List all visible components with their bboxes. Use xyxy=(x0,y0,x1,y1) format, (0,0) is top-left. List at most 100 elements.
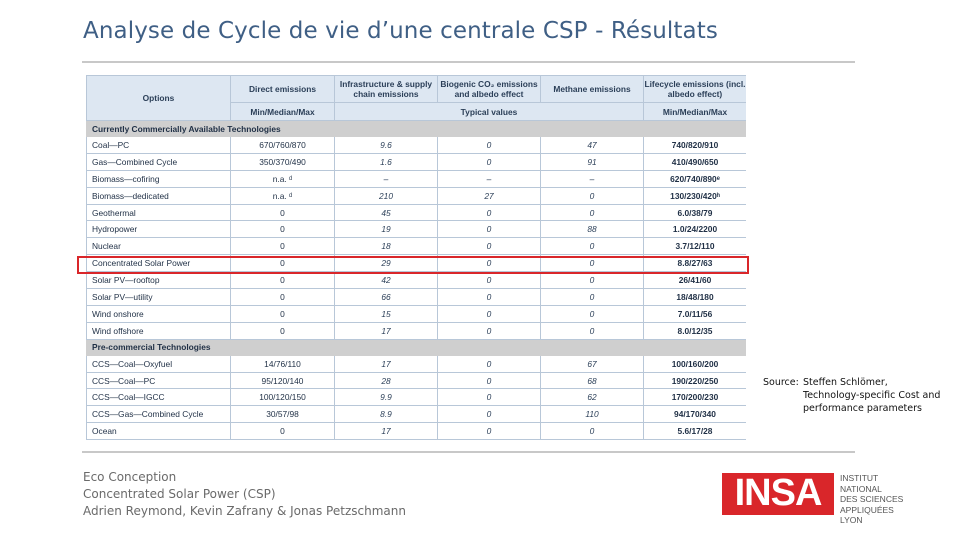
table-cell: 0 xyxy=(230,203,335,222)
table-cell: – xyxy=(540,169,644,188)
table-row: CCS—Coal—PC 95/120/140 28 0 68 190/220/250 xyxy=(86,371,746,390)
logo-mark xyxy=(722,473,834,515)
section-title: Currently Commercially Available Technol… xyxy=(86,120,746,137)
header-methane: Methane emissions xyxy=(540,75,644,103)
table-row: Solar PV—utility 0 66 0 0 18/48/180 xyxy=(86,288,746,306)
table-cell: 0 xyxy=(437,371,541,390)
header-direct: Direct emissions xyxy=(230,75,335,103)
table-cell: 0 xyxy=(540,237,644,256)
table-cell: 0 xyxy=(437,220,541,239)
table-cell: 0 xyxy=(437,288,541,306)
table-row: Wind onshore 0 15 0 0 7.0/11/56 xyxy=(86,304,746,323)
table-cell: 0 xyxy=(540,304,644,323)
table-cell: 0 xyxy=(230,254,335,273)
table-cell: Nuclear xyxy=(86,237,231,256)
table-cell: 0 xyxy=(540,422,644,441)
table-cell: – xyxy=(437,169,541,188)
table-cell: 19 xyxy=(334,220,438,239)
table-cell: 0 xyxy=(540,271,644,290)
table-cell: 100/120/150 xyxy=(230,388,335,407)
table-cell: Solar PV—rooftop xyxy=(86,271,231,290)
table-cell: 0 xyxy=(437,388,541,407)
table-cell: 0 xyxy=(437,152,541,171)
table-cell: 30/57/98 xyxy=(230,405,335,424)
table-cell: 670/760/870 xyxy=(230,136,335,154)
table-row: Gas—Combined Cycle 350/370/490 1.6 0 91 410/4… xyxy=(86,152,746,171)
footer-line: Eco Conception xyxy=(83,470,177,484)
table-cell: 740/820/910 xyxy=(643,136,746,154)
logo-line: INSTITUT NATIONAL xyxy=(840,473,882,494)
table-cell: 0 xyxy=(437,321,541,340)
table-row: Biomass—cofiring n.a. ᵈ – – –620/740/890ᵉ xyxy=(86,169,746,188)
table-cell: 88 xyxy=(540,220,644,239)
table-cell: 27 xyxy=(437,186,541,205)
table-cell: 0 xyxy=(230,422,335,441)
table-row: Coal—PC 670/760/870 9.6 0 47 740/820/910 xyxy=(86,136,746,154)
table-cell: 0 xyxy=(540,321,644,340)
table-cell: 110 xyxy=(540,405,644,424)
table-cell: CCS—Coal—Oxyfuel xyxy=(86,354,231,373)
table-cell: Ocean xyxy=(86,422,231,441)
table-cell: 0 xyxy=(230,321,335,340)
table-cell: 1.0/24/2200 xyxy=(643,220,746,239)
table-cell: 0 xyxy=(540,186,644,205)
table-cell: 0 xyxy=(437,271,541,290)
section-header: Pre-commercial Technologies xyxy=(86,338,746,356)
table-cell: 17 xyxy=(334,422,438,441)
footer-line: Adrien Reymond, Kevin Zafrany & Jonas Pe… xyxy=(83,504,406,518)
table-cell: 210 xyxy=(334,186,438,205)
table-cell: Geothermal xyxy=(86,203,231,222)
insa-logo: INSA INSTITUT NATIONAL DES SCIENCES APPL… xyxy=(722,471,922,525)
table-cell: Wind onshore xyxy=(86,304,231,323)
table-cell: 0 xyxy=(437,422,541,441)
table-cell: Wind offshore xyxy=(86,321,231,340)
table-cell: 130/230/420ʰ xyxy=(643,186,746,205)
table-cell: 0 xyxy=(437,254,541,273)
header-biogenic: Biogenic CO₂ emissions and albedo effect xyxy=(437,75,541,103)
table-cell: 100/160/200 xyxy=(643,354,746,373)
header-options: Options xyxy=(86,75,231,121)
header-minmax: Min/Median/Max xyxy=(230,102,335,121)
table-cell: 0 xyxy=(437,136,541,154)
header-lifecycle: Lifecycle emissions (incl. albedo effect… xyxy=(643,75,746,103)
table-row: Solar PV—rooftop 0 42 0 0 26/41/60 xyxy=(86,271,746,290)
table-cell: 410/490/650 xyxy=(643,152,746,171)
table-cell: 620/740/890ᵉ xyxy=(643,169,746,188)
table-cell: 67 xyxy=(540,354,644,373)
table-cell: 95/120/140 xyxy=(230,371,335,390)
table-row: CCS—Coal—IGCC 100/120/150 9.9 0 62 170/200/23… xyxy=(86,388,746,407)
table-row: CCS—Coal—Oxyfuel 14/76/110 17 0 67 100/160/20… xyxy=(86,354,746,373)
table-cell: 5.6/17/28 xyxy=(643,422,746,441)
table-cell: 0 xyxy=(230,304,335,323)
table-cell: 0 xyxy=(230,220,335,239)
table-cell: 68 xyxy=(540,371,644,390)
table-cell: 45 xyxy=(334,203,438,222)
table-cell: Biomass—dedicated xyxy=(86,186,231,205)
table-cell: 1.6 xyxy=(334,152,438,171)
slide-title: Analyse de Cycle de vie d’une centrale C… xyxy=(83,18,718,44)
footer-divider xyxy=(82,451,855,453)
table-cell: 6.0/38/79 xyxy=(643,203,746,222)
logo-line: APPLIQUÉES xyxy=(840,504,894,515)
logo-line: DES SCIENCES xyxy=(840,494,904,504)
header-typical: Typical values xyxy=(334,102,644,121)
header-minmax-lifecycle: Min/Median/Max xyxy=(643,102,746,121)
csp-row-highlight xyxy=(77,256,749,274)
emissions-table-image: Options Direct emissions Infrastructure … xyxy=(86,75,746,442)
source-line: performance parameters xyxy=(803,403,922,414)
table-cell: Solar PV—utility xyxy=(86,288,231,306)
header-infra: Infrastructure & supply chain emissions xyxy=(334,75,438,103)
table-cell: Hydropower xyxy=(86,220,231,239)
source-line: Steffen Schlömer, xyxy=(803,377,888,388)
table-cell: 9.9 xyxy=(334,388,438,407)
source-line: Technology-specific Cost and xyxy=(803,390,941,401)
footer: Eco Conception Concentrated Solar Power … xyxy=(83,469,406,520)
table-cell: 91 xyxy=(540,152,644,171)
table-cell: 62 xyxy=(540,388,644,407)
table-cell: Coal—PC xyxy=(86,136,231,154)
table-cell: 0 xyxy=(230,271,335,290)
footer-line: Concentrated Solar Power (CSP) xyxy=(83,487,276,501)
table-row: Hydropower 0 19 0 88 1.0/24/2200 xyxy=(86,220,746,239)
table-row: Biomass—dedicated n.a. ᵈ 210 27 0 130/230/420… xyxy=(86,186,746,205)
section-header: Currently Commercially Available Technol… xyxy=(86,120,746,137)
